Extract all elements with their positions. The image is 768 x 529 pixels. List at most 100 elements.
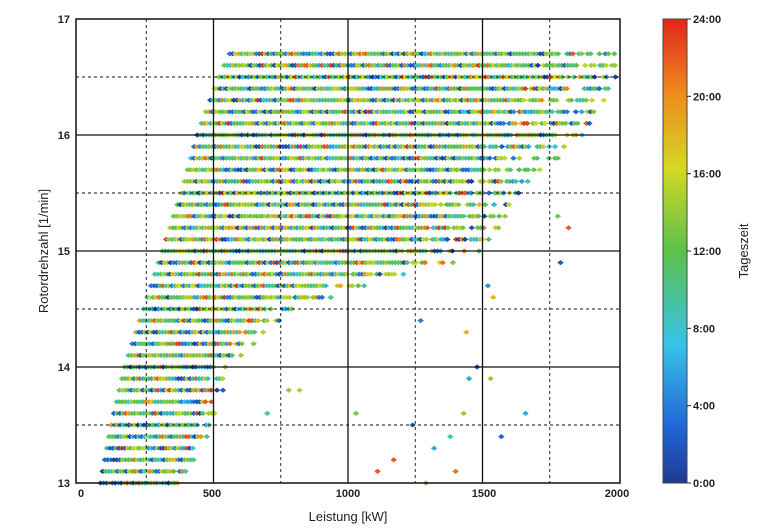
data-point [554,51,562,57]
data-point [400,271,407,277]
y-tick-label: 15 [58,246,70,258]
data-point [275,318,283,324]
data-point [204,376,212,382]
x-tick-label: 1500 [472,488,496,500]
data-point [582,97,590,103]
colorbar-label: Tageszeit [736,223,751,278]
data-point [219,387,227,393]
data-point [460,213,467,219]
data-point [211,410,218,416]
data-point [444,236,451,242]
data-point [470,202,477,208]
data-point [533,155,541,161]
data-point [536,167,544,173]
data-point [510,109,517,115]
data-point [600,97,608,103]
colorbar-tick-labels: 0:00 4:00 8:00 12:00 16:00 20:00 24:00 [687,14,721,490]
data-point [226,341,234,347]
data-point [431,202,439,208]
data-point [545,155,553,161]
data-point [562,120,569,126]
data-point [588,97,596,103]
data-point [516,155,523,161]
y-axis-label: Rotordrehzahl [1/min] [36,189,51,313]
data-point [421,260,429,266]
colorbar-tick-label: 4:00 [693,401,715,413]
data-point [439,260,446,266]
data-point [236,329,243,335]
data-point [570,74,578,80]
data-points [97,51,619,486]
data-point [444,225,452,231]
data-point [254,318,262,324]
data-point [612,74,619,80]
data-point [465,376,473,382]
data-point [500,120,507,126]
data-point [523,120,531,126]
data-point [424,225,431,231]
data-point [170,468,177,474]
data-point [525,144,532,150]
x-axis-label: Leistung [kW] [309,509,388,524]
data-point [490,213,497,219]
plot-frame [75,18,621,484]
data-point [480,178,487,184]
data-point [417,318,424,324]
y-tick-label: 13 [58,478,70,490]
data-point [360,283,368,289]
data-point [573,62,580,68]
data-point [286,294,293,300]
data-point [391,271,398,277]
data-point [354,283,362,289]
data-point [492,144,500,150]
data-point [437,202,445,208]
data-point [374,468,381,474]
data-point [563,86,570,92]
data-point [590,62,598,68]
data-point [586,120,593,126]
data-point [604,86,612,92]
data-point [578,51,586,57]
data-point [288,306,295,312]
data-point [285,387,293,393]
data-point [611,62,619,68]
data-point [251,329,258,335]
data-point [197,434,205,440]
x-tick-label: 1000 [336,488,360,500]
data-point [505,202,513,208]
data-point [515,190,522,196]
data-point [449,260,457,266]
data-point [506,167,514,173]
data-point [452,468,459,474]
data-point [595,86,603,92]
data-point [541,120,549,126]
data-point [376,271,383,277]
colorbar-tick-label: 20:00 [693,91,721,103]
data-point [497,178,505,184]
data-point [530,167,538,173]
data-point [495,213,503,219]
data-point [551,144,559,150]
data-point [548,109,556,115]
data-point [322,283,329,289]
x-tick-label: 0 [78,488,84,500]
data-point [485,190,493,196]
data-point [495,167,502,173]
data-point [476,202,483,208]
data-point [430,445,438,451]
data-point [303,294,311,300]
data-point [213,387,221,393]
data-point [522,410,529,416]
data-point [587,51,594,57]
data-point [512,120,519,126]
data-point [203,434,211,440]
data-point [459,225,467,231]
data-point [318,294,326,300]
data-point [190,457,197,463]
data-point [296,387,303,393]
data-point [349,283,356,289]
colorbar-tick-label: 12:00 [693,246,721,258]
data-point [498,144,506,150]
data-point [569,51,577,57]
